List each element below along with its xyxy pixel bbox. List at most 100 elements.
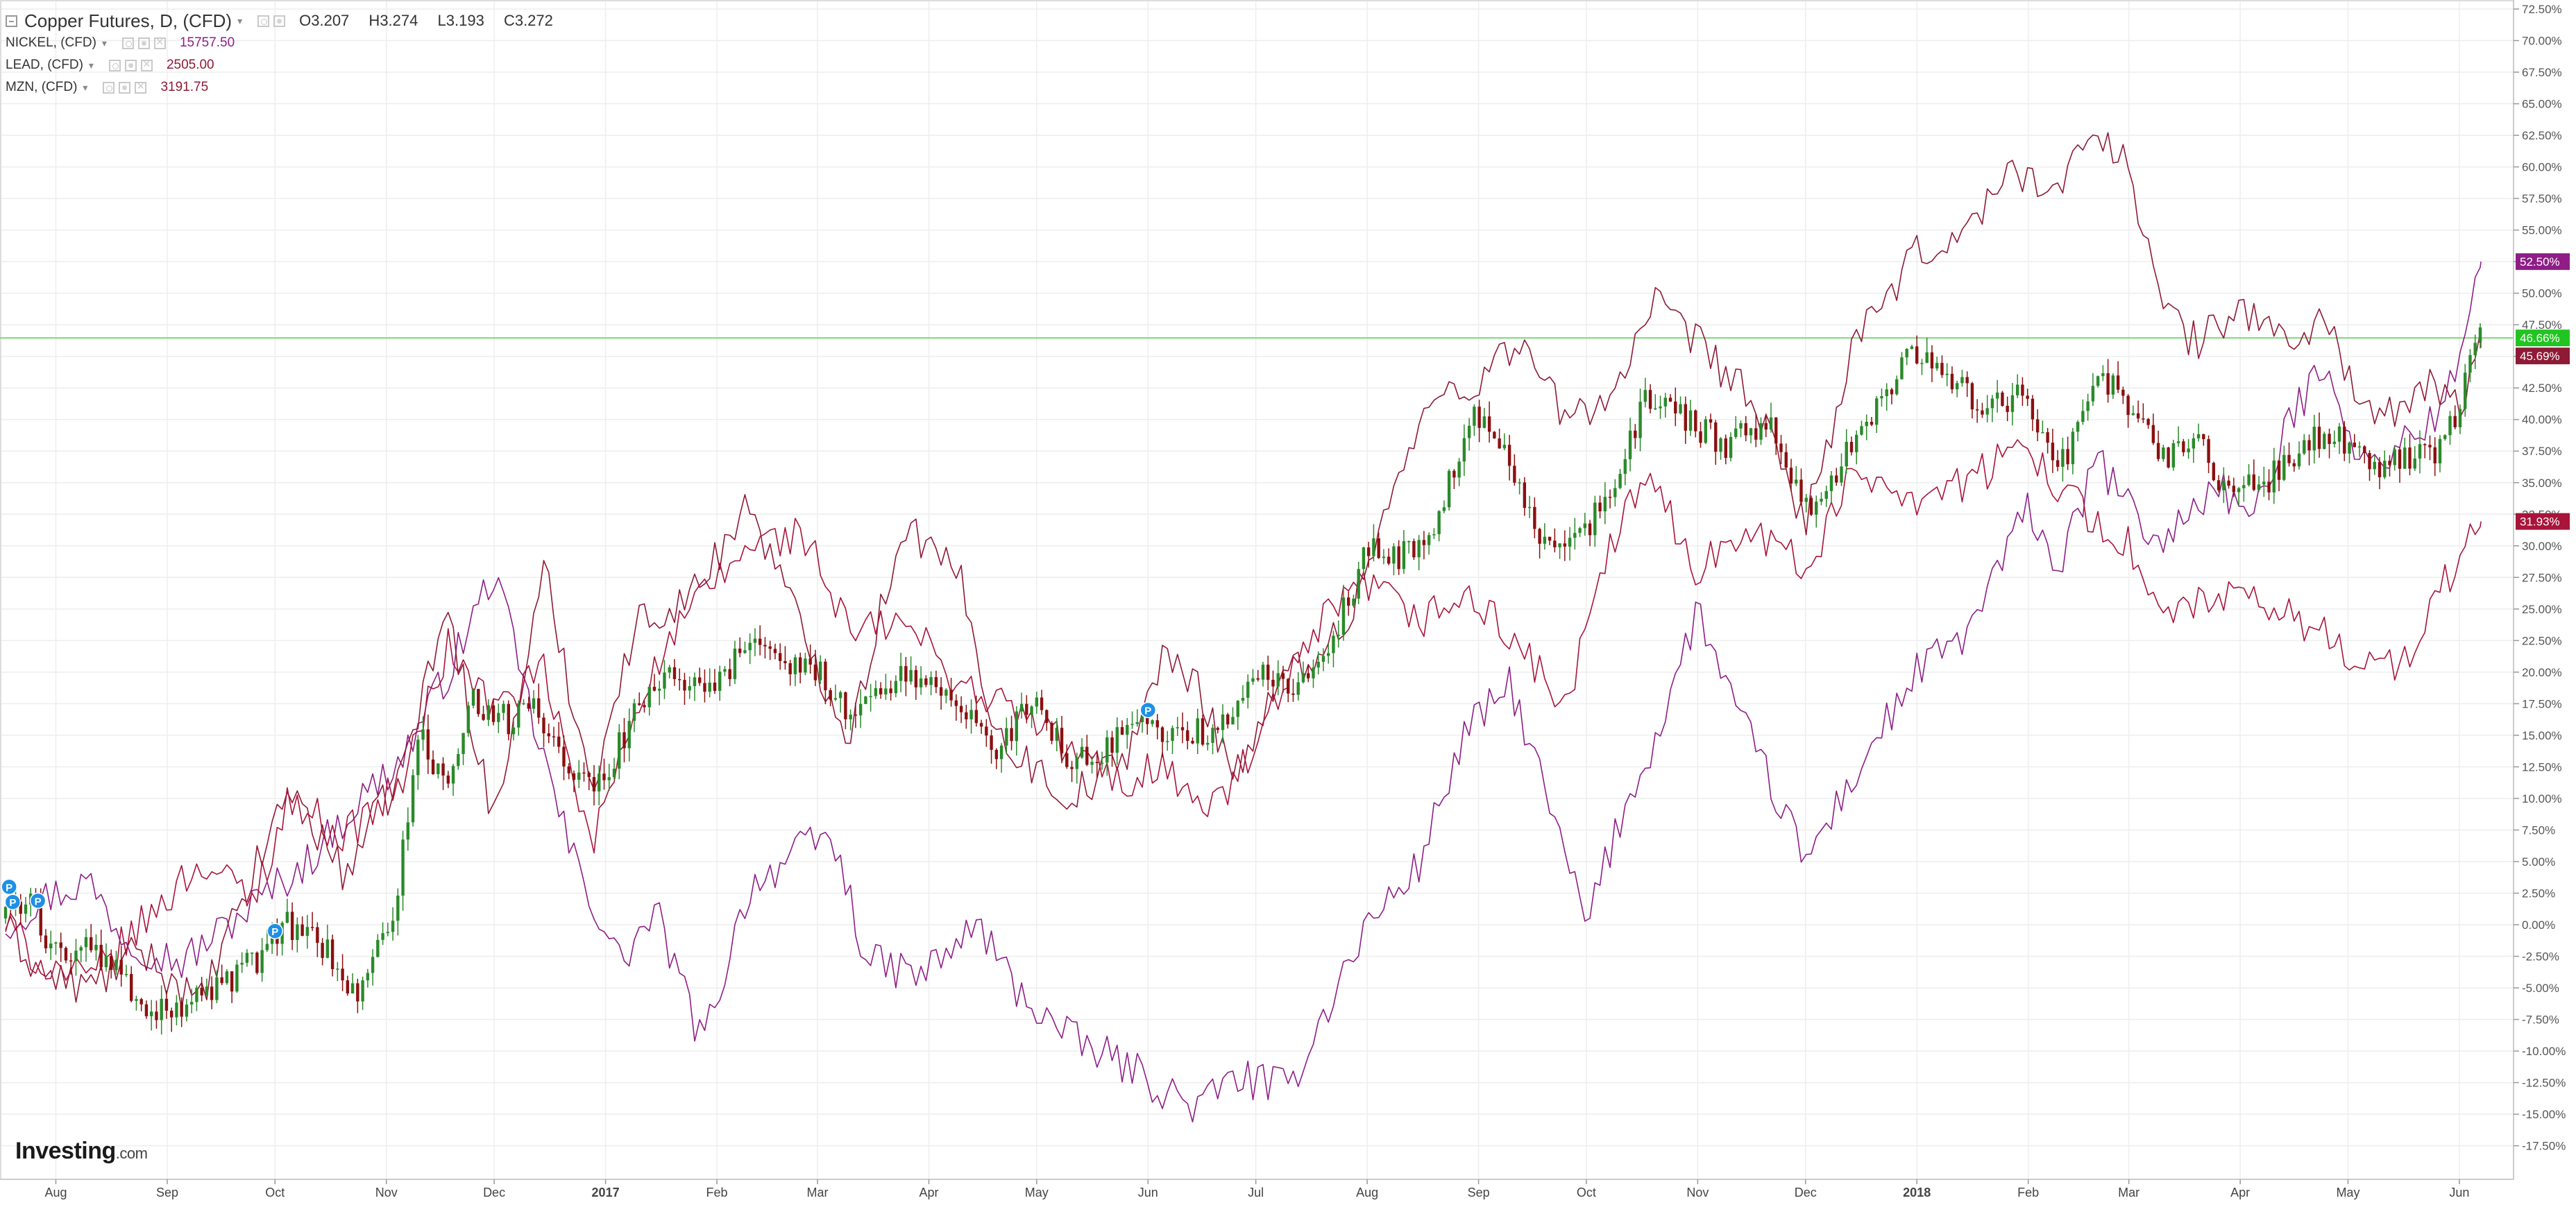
candle-body [1377, 538, 1380, 558]
candle-body [1759, 422, 1763, 440]
x-tick-label: Jun [2449, 1186, 2469, 1199]
gear-icon[interactable] [137, 37, 150, 49]
chevron-down-icon[interactable]: ▾ [83, 81, 88, 93]
candle-body [2041, 432, 2044, 434]
chart-grid [0, 0, 2514, 1180]
candle-body [1221, 714, 1225, 730]
eye-icon[interactable] [257, 15, 270, 27]
candle-body [1663, 398, 1668, 407]
candle-body [2021, 384, 2024, 396]
candle-body [2232, 486, 2236, 493]
candle-body [1372, 538, 1375, 556]
y-tick-label: -5.00% [2522, 982, 2559, 995]
symbol-value: 15757.50 [179, 35, 235, 50]
chevron-down-icon[interactable]: ▾ [237, 15, 243, 26]
price-axis[interactable]: 72.50% 70.00% 67.50% 65.00% 62.50% 60.00% 57.5… [2513, 0, 2566, 1179]
candle-body [808, 658, 812, 665]
candle-body [1543, 536, 1547, 544]
candle-body [1276, 673, 1280, 687]
candle-body [1734, 428, 1738, 437]
last-value-text: 45.69% [2520, 350, 2560, 363]
chevron-down-icon[interactable]: ▾ [101, 37, 107, 49]
candle-body [1155, 720, 1159, 728]
candle-body [2202, 434, 2205, 440]
candle-body [94, 944, 98, 950]
candle-body [1799, 479, 1803, 502]
candle-body [1890, 389, 1894, 395]
candle-body [1392, 546, 1396, 564]
y-tick-label: 67.50% [2522, 66, 2562, 79]
candle-body [2312, 427, 2316, 451]
candle-body [788, 663, 792, 674]
collapse-icon[interactable] [6, 15, 17, 27]
candle-body [2398, 449, 2402, 469]
time-axis[interactable]: Aug Sep Oct Nov Dec 2017 Feb Mar Apr May Jun Jul Aug… [0, 1179, 2514, 1199]
gear-icon[interactable] [119, 81, 131, 94]
last-value-labels: 52.50% 46.66% 45.69% 31.93% [2516, 253, 2570, 530]
comparison-series [5, 132, 2482, 1122]
candle-body [1467, 425, 1471, 438]
x-tick-label: Aug [44, 1186, 67, 1199]
event-marker[interactable] [29, 892, 46, 909]
eye-icon[interactable] [121, 37, 134, 49]
candle-body [2010, 395, 2015, 412]
event-marker[interactable] [1139, 701, 1157, 719]
candle-body [542, 717, 545, 734]
symbol-name[interactable]: NICKEL, (CFD) [6, 35, 96, 50]
candle-body [1764, 422, 1768, 430]
candle-body [1321, 656, 1325, 662]
x-tick-label: Dec [483, 1186, 505, 1199]
candle-body [1829, 475, 1833, 491]
close-icon[interactable] [140, 57, 153, 71]
eye-icon[interactable] [103, 81, 115, 94]
candle-body [768, 646, 772, 649]
candle-body [1578, 528, 1582, 533]
close-icon[interactable] [135, 79, 147, 94]
candle-body [235, 964, 239, 992]
legend-row-nickel: NICKEL, (CFD) ▾ 15757.50 [6, 32, 568, 54]
candle-body [1824, 490, 1828, 499]
candle-body [668, 667, 671, 673]
candle-body [1533, 506, 1536, 529]
candle-body [1498, 438, 1501, 449]
candle-body [2413, 458, 2416, 469]
candle-body [587, 773, 591, 778]
candle-body [164, 998, 169, 1011]
candle-body [2373, 461, 2376, 470]
event-marker[interactable] [1, 878, 17, 896]
candle-body [1885, 389, 1888, 397]
investing-logo[interactable]: Investing.com [15, 1138, 148, 1165]
symbol-name[interactable]: LEAD, (CFD) [6, 58, 83, 72]
candle-body [1603, 497, 1607, 512]
candle-body [1251, 678, 1255, 682]
event-marker[interactable] [266, 923, 284, 939]
candle-body [2182, 441, 2185, 452]
candle-body [1085, 746, 1089, 765]
candle-body [446, 775, 450, 784]
candle-body [1930, 352, 1934, 369]
candle-body [2282, 454, 2286, 480]
main-symbol-name[interactable]: Copper Futures, D, (CFD) [24, 10, 232, 31]
logo-name: Investing [15, 1138, 116, 1164]
candle-body [371, 957, 375, 973]
gear-icon[interactable] [124, 59, 137, 71]
gear-icon[interactable] [273, 15, 286, 27]
eye-icon[interactable] [108, 59, 121, 71]
event-marker[interactable] [4, 894, 22, 910]
candle-body [115, 959, 118, 971]
last-value-text: 46.66% [2520, 332, 2560, 345]
candle-body [2328, 434, 2331, 445]
candle-body [854, 715, 858, 716]
ohlc-high-label: H [368, 12, 380, 29]
candle-body [994, 749, 999, 760]
symbol-name[interactable]: MZN, (CFD) [6, 80, 78, 94]
candle-body [1674, 401, 1677, 413]
y-tick-label: 65.00% [2522, 98, 2562, 111]
close-icon[interactable] [153, 35, 166, 49]
x-tick-label: 2018 [1903, 1186, 1931, 1199]
legend-row-mzn: MZN, (CFD) ▾ 3191.75 [6, 76, 568, 99]
chevron-down-icon[interactable]: ▾ [88, 59, 94, 71]
event-markers[interactable]: PP PPP [1, 701, 1157, 939]
candle-body [285, 912, 289, 923]
